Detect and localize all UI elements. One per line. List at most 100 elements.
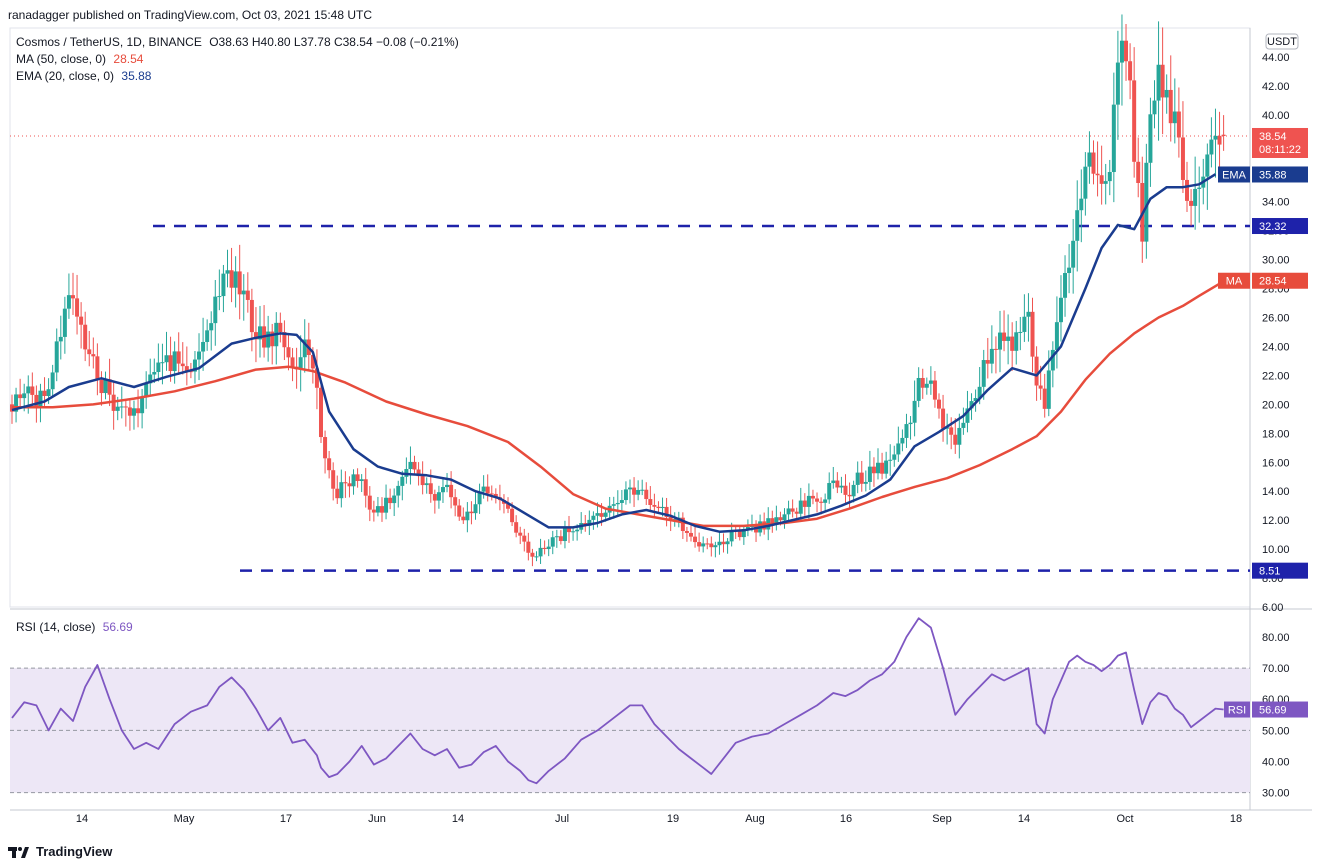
price-tick-label: 42.00: [1262, 81, 1290, 93]
candle-body: [22, 393, 27, 399]
candle-body: [1176, 111, 1181, 138]
time-tick-label: 17: [280, 813, 292, 825]
price-tick-label: 26.00: [1262, 313, 1290, 325]
candle-body: [290, 357, 295, 367]
candle-body: [725, 541, 730, 545]
candle-body: [445, 484, 450, 488]
candle-body: [1189, 200, 1194, 206]
candle-body: [1168, 89, 1173, 124]
candle-body: [14, 394, 19, 412]
time-tick-label: Sep: [932, 813, 952, 825]
candle-body: [802, 500, 807, 507]
candle-body: [347, 483, 352, 487]
candle-body: [310, 355, 315, 369]
candle-body: [892, 454, 897, 460]
candle-body: [140, 397, 145, 414]
candle-body: [62, 308, 67, 337]
candle-body: [530, 552, 535, 557]
candle-body: [79, 316, 84, 325]
candle-body: [562, 526, 567, 542]
candle-body: [928, 380, 933, 384]
candle-body: [900, 437, 905, 444]
time-tick-label: 19: [667, 813, 679, 825]
candle-body: [473, 504, 478, 514]
candle-body: [1119, 40, 1124, 63]
candle-body: [217, 296, 222, 298]
candle-body: [546, 546, 551, 550]
candle-body: [1144, 162, 1149, 242]
candle-body: [640, 489, 645, 491]
candle-body: [908, 422, 913, 425]
candle-body: [156, 362, 161, 372]
candle-body: [148, 374, 153, 384]
candle-body: [997, 332, 1002, 350]
candle-body: [827, 483, 832, 500]
candle-body: [713, 545, 718, 548]
price-tick-label: 22.00: [1262, 370, 1290, 382]
candle-body: [213, 296, 218, 324]
candle-body: [221, 273, 226, 297]
candle-body: [1006, 336, 1011, 341]
price-tick-label: 24.00: [1262, 341, 1290, 353]
rsi-tick-label: 40.00: [1262, 757, 1290, 769]
ma-tag-value: 28.54: [1259, 276, 1287, 288]
candle-body: [1213, 135, 1218, 140]
candle-body: [440, 487, 445, 493]
candle-body: [1193, 188, 1198, 206]
candle-body: [810, 495, 815, 499]
candle-body: [1221, 134, 1226, 136]
candle-body: [863, 481, 868, 484]
candle-body: [266, 331, 271, 348]
candle-body: [314, 368, 319, 388]
candle-body: [721, 541, 726, 545]
candle-body: [652, 505, 657, 507]
candle-body: [790, 508, 795, 512]
rsi-tag-box: [1252, 701, 1308, 718]
candle-body: [778, 517, 783, 521]
candle-body: [184, 366, 189, 372]
ma50-line: [12, 280, 1225, 528]
symbol-label: Cosmos / TetherUS, 1D, BINANCE: [16, 35, 202, 49]
candle-body: [1180, 137, 1185, 180]
candle-body: [941, 408, 946, 429]
candle-body: [632, 487, 637, 495]
candle-body: [278, 322, 283, 333]
candle-body: [684, 531, 689, 533]
candle-body: [416, 469, 421, 477]
candle-body: [180, 363, 185, 367]
candle-body: [965, 408, 970, 423]
candle-body: [538, 547, 543, 557]
price-tag-box: [1252, 127, 1308, 158]
candle-body: [396, 485, 401, 496]
candle-body: [30, 386, 35, 395]
candle-body: [595, 513, 600, 516]
candle-body: [1111, 104, 1116, 173]
candle-body: [884, 460, 889, 474]
candle-body: [1091, 152, 1096, 174]
candle-body: [644, 489, 649, 500]
candle-body: [615, 502, 620, 505]
candle-body: [937, 399, 941, 409]
candle-body: [1030, 311, 1035, 357]
candle-body: [477, 491, 482, 505]
candle-body: [127, 407, 132, 416]
tradingview-logo-icon: [8, 846, 29, 858]
candle-body: [518, 532, 523, 536]
candle-body: [1018, 331, 1023, 333]
rsi-tick-label: 70.00: [1262, 663, 1290, 675]
candle-body: [619, 500, 624, 503]
price-tick-label: 14.00: [1262, 486, 1290, 498]
candle-body: [745, 526, 750, 530]
candle-body: [831, 480, 836, 484]
candle-body: [786, 508, 791, 515]
candle-body: [99, 380, 104, 394]
candle-body: [542, 547, 547, 550]
candle-body: [1026, 311, 1031, 317]
candle-body: [774, 517, 779, 524]
candle-body: [115, 406, 120, 411]
candle-body: [282, 332, 287, 348]
candle-body: [855, 472, 860, 485]
candle-body: [481, 486, 486, 492]
candle-body: [379, 506, 384, 513]
